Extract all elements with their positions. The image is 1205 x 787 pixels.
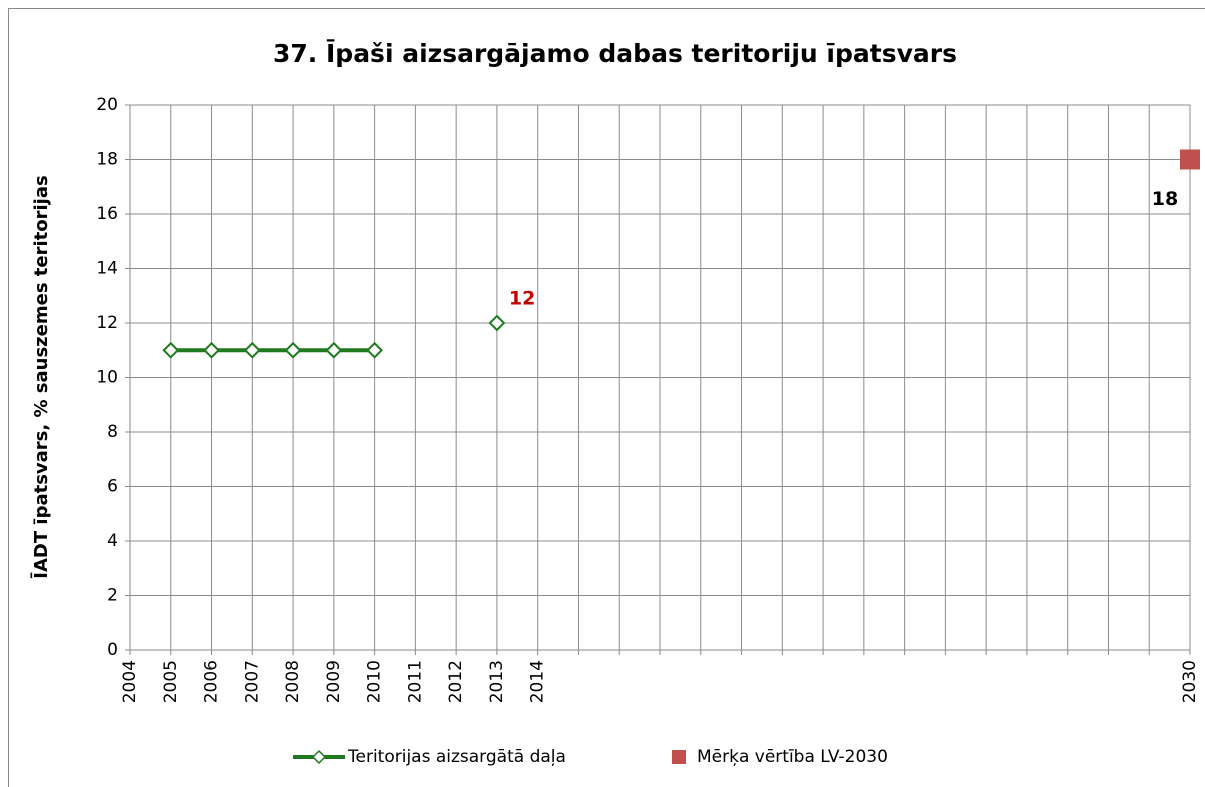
y-tick-label: 20 (96, 95, 118, 115)
legend-label: Teritorijas aizsargātā daļa (347, 747, 566, 767)
y-tick-label: 2 (107, 586, 118, 606)
y-tick-label: 12 (96, 313, 118, 333)
y-tick-label: 6 (107, 477, 118, 497)
x-tick-label: 2007 (242, 660, 262, 703)
legend-swatch (311, 749, 327, 765)
data-point (203, 341, 220, 359)
y-tick-label: 18 (96, 150, 118, 170)
y-tick-label: 0 (107, 640, 118, 660)
x-tick-label: 2008 (283, 660, 303, 703)
chart-title: 37. Īpaši aizsargājamo dabas teritoriju … (273, 39, 957, 68)
data-label: 12 (509, 288, 535, 310)
x-tick-label: 2004 (120, 660, 140, 703)
data-point (284, 341, 302, 359)
chart-border (8, 8, 1205, 787)
x-tick-label: 2014 (528, 660, 548, 703)
y-tick-label: 10 (96, 368, 118, 388)
x-tick-label: 2005 (161, 660, 181, 703)
x-tick-label: 2011 (405, 660, 425, 703)
x-tick-label: 2013 (487, 660, 507, 703)
data-point (162, 341, 180, 359)
data-point (1180, 149, 1200, 170)
x-tick-label: 2010 (365, 660, 385, 703)
y-tick-label: 14 (96, 259, 118, 279)
legend-label: Mērķa vērtība LV-2030 (697, 747, 888, 767)
x-tick-label: 2006 (202, 660, 222, 703)
data-label: 18 (1152, 188, 1178, 210)
data-point (243, 341, 261, 359)
y-axis-label: ĪADT īpatsvars, % sauszemes teritorijas (31, 175, 52, 578)
data-point (325, 341, 343, 359)
x-tick-label: 2030 (1180, 660, 1200, 703)
data-point (366, 341, 384, 359)
x-tick-label: 2012 (446, 660, 466, 703)
y-tick-label: 8 (107, 422, 118, 442)
data-point (488, 314, 506, 332)
x-tick-label: 2009 (324, 660, 344, 703)
legend-swatch (672, 750, 686, 764)
y-tick-label: 16 (96, 204, 118, 224)
y-tick-label: 4 (107, 531, 118, 551)
